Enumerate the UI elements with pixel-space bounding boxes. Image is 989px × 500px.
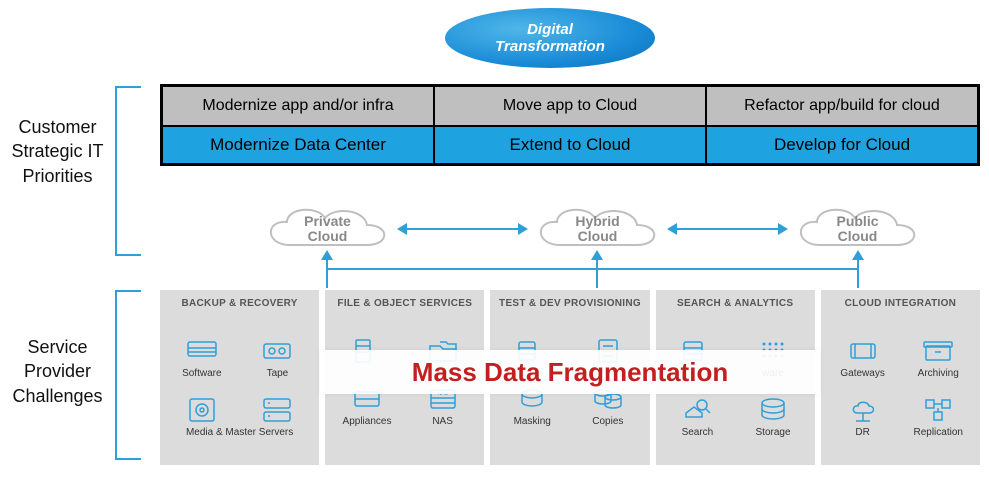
label-provider-challenges: Service Provider Challenges [0, 335, 115, 408]
strategy-row-apps: Modernize app and/or infra Move app to C… [162, 86, 978, 126]
svc-labels-row2: SearchStorage [660, 427, 811, 438]
cell-develop-cloud: Develop for Cloud [706, 126, 978, 164]
svc-title: SEARCH & ANALYTICS [660, 298, 811, 322]
arrow-down-3 [857, 258, 859, 288]
svc-labels-row2: AppliancesNAS [329, 416, 480, 427]
mass-data-fragmentation-overlay: Mass Data Fragmentation [320, 350, 820, 394]
svc-labels-row1: GatewaysArchiving [825, 368, 976, 379]
search-icon [680, 395, 714, 425]
svc-icons-row2 [164, 389, 315, 425]
cell-extend-cloud: Extend to Cloud [434, 126, 706, 164]
strategy-table: Modernize app and/or infra Move app to C… [160, 84, 980, 166]
svc-labels-row2: DRReplication [825, 427, 976, 438]
svc-title: FILE & OBJECT SERVICES [329, 298, 480, 322]
svc-labels-row2: MaskingCopies [494, 416, 645, 427]
storage-icon [756, 395, 790, 425]
svc-backup-recovery: BACKUP & RECOVERY SoftwareTape Media & M… [160, 290, 319, 465]
digital-transformation-badge: DigitalTransformation [445, 8, 655, 68]
svc-icons-row2 [660, 389, 811, 425]
badge-text: DigitalTransformation [495, 21, 605, 56]
svc-icons-row1 [164, 330, 315, 366]
gateway-icon [846, 336, 880, 366]
cell-refactor-app: Refactor app/build for cloud [706, 86, 978, 126]
media-icon [185, 395, 219, 425]
svc-title: TEST & DEV PROVISIONING [494, 298, 645, 322]
software-icon [185, 336, 219, 366]
svc-labels-row1: SoftwareTape [164, 368, 315, 379]
svc-icons-row2 [825, 389, 976, 425]
replication-icon [921, 395, 955, 425]
svc-labels-row2: Media & Master Servers [164, 427, 315, 438]
svc-icons-row1 [825, 330, 976, 366]
tape-icon [260, 336, 294, 366]
bracket-bottom [115, 290, 141, 460]
strategy-row-infra: Modernize Data Center Extend to Cloud De… [162, 126, 978, 164]
servers-icon [260, 395, 294, 425]
arrow-private-hybrid [405, 228, 520, 230]
cloud-connector-line [326, 268, 858, 270]
dr-cloud-icon [846, 395, 880, 425]
arrow-down-2 [596, 258, 598, 288]
archive-icon [921, 336, 955, 366]
cell-move-app: Move app to Cloud [434, 86, 706, 126]
svc-cloud-integration: CLOUD INTEGRATION GatewaysArchiving DRRe… [821, 290, 980, 465]
svc-title: BACKUP & RECOVERY [164, 298, 315, 322]
arrow-hybrid-public [675, 228, 780, 230]
label-customer-priorities: Customer Strategic IT Priorities [0, 115, 115, 188]
cell-modernize-dc: Modernize Data Center [162, 126, 434, 164]
arrow-down-1 [326, 258, 328, 288]
svc-title: CLOUD INTEGRATION [825, 298, 976, 322]
cell-modernize-app: Modernize app and/or infra [162, 86, 434, 126]
bracket-top [115, 86, 141, 256]
